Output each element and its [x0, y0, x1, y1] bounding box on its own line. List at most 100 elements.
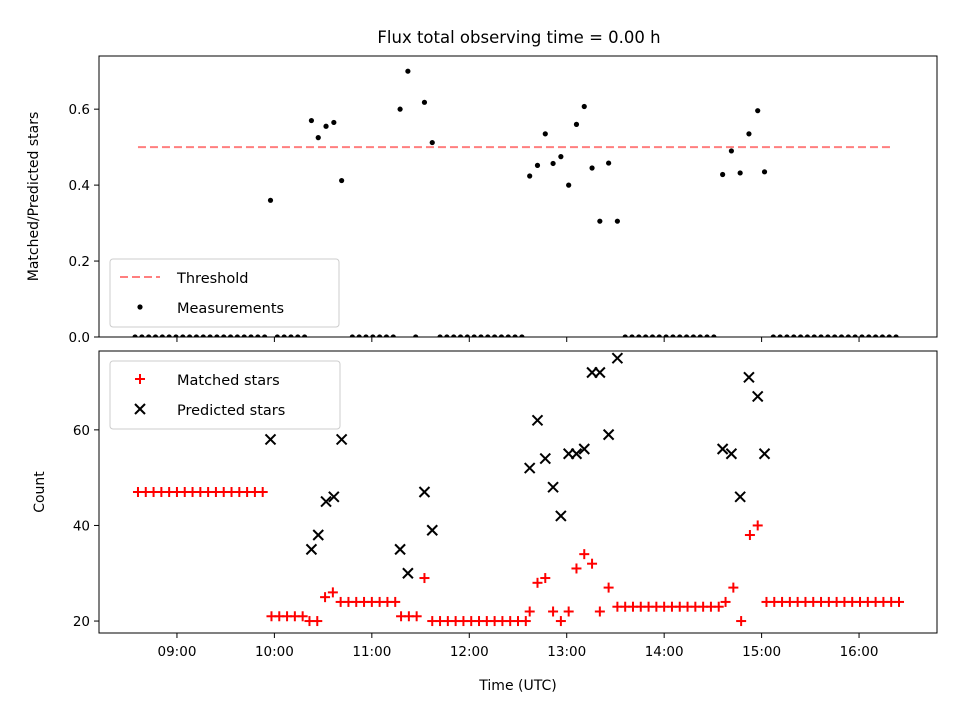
y-axis-label: Count: [32, 471, 48, 513]
predicted-star-point-b: [531, 414, 544, 427]
predicted-star-point: [725, 448, 738, 460]
predicted-star-point-b: [578, 443, 590, 455]
measurement-point: [811, 334, 817, 337]
measurement-point: [200, 334, 206, 337]
measurement-point: [139, 334, 145, 337]
measurement-point: [451, 334, 457, 337]
predicted-star-point: [264, 433, 277, 446]
measurement-point: [852, 334, 858, 337]
measurement-point: [832, 334, 838, 337]
predicted-star-point-b: [523, 462, 536, 474]
series-matched-stars: [132, 487, 904, 627]
predicted-star-point-b: [539, 452, 551, 465]
plot-area: [132, 352, 904, 627]
measurement-point: [629, 334, 635, 337]
measurement-point: [581, 103, 587, 110]
measurement-point: [606, 160, 612, 166]
legend-box: [109, 258, 340, 328]
y-tick-label: 0.6: [69, 102, 90, 118]
matched-star-point: [520, 616, 531, 627]
measurement-point: [542, 131, 548, 137]
matched-star-point: [713, 601, 724, 612]
measurement-point: [390, 334, 396, 337]
measurement-point: [308, 117, 315, 124]
y-tick-label: 0.2: [69, 254, 90, 270]
measurement-point: [704, 334, 710, 337]
predicted-star-point: [531, 414, 544, 427]
axes-frame: [98, 55, 938, 338]
predicted-star-point: [312, 529, 324, 541]
matched-star-point: [524, 606, 535, 617]
x-axis-label: Time (UTC): [478, 678, 556, 694]
measurement-point: [166, 334, 172, 337]
matched-star-point: [587, 558, 598, 569]
measurement-point: [132, 334, 138, 337]
predicted-star-point: [547, 481, 559, 493]
legend-label: Threshold: [176, 271, 248, 287]
predicted-star-point-b: [602, 428, 615, 441]
measurement-point: [663, 334, 669, 337]
measurement-point: [784, 334, 790, 337]
measurement-point: [492, 334, 498, 337]
matched-star-point: [548, 606, 559, 617]
measurement-point: [597, 218, 603, 224]
predicted-star-point: [555, 510, 567, 522]
measurement-point: [873, 334, 879, 337]
measurement-point: [622, 334, 628, 337]
predicted-star-point-b: [758, 448, 771, 460]
series-predicted-stars: [264, 352, 771, 579]
measurement-point: [248, 334, 254, 337]
predicted-star-point-b: [751, 390, 764, 403]
measurement-point: [589, 165, 595, 171]
measurement-point: [180, 334, 186, 337]
predicted-star-point: [426, 524, 438, 536]
measurement-point: [255, 334, 261, 337]
measurement-point: [331, 119, 337, 126]
legend-swatch-b: [134, 403, 146, 415]
measurement-point: [670, 334, 676, 337]
measurement-point: [234, 334, 240, 337]
matched-star-point: [571, 563, 582, 574]
y-tick-label: 20: [73, 614, 90, 630]
matched-star-point: [736, 616, 747, 627]
measurement-point: [173, 334, 179, 337]
predicted-star-point: [570, 448, 583, 460]
measurement-point: [737, 170, 743, 176]
measurement-point: [363, 334, 369, 337]
measurement-point: [791, 334, 797, 337]
measurement-point: [534, 162, 541, 168]
matched-star-point: [540, 573, 551, 584]
measurement-point: [288, 334, 294, 337]
predicted-star-point-b: [555, 510, 567, 522]
panels: 0.0 0.2 0.4 0.6 Matched/Predicted stars Thres…: [26, 55, 938, 694]
x-tick-label: 10:00: [255, 644, 294, 660]
matched-star-point: [419, 573, 430, 584]
measurement-point: [281, 334, 287, 337]
measurement-point: [377, 334, 383, 337]
matched-star-point: [297, 611, 308, 622]
legend-swatch: [137, 304, 143, 310]
predicted-star-point-b: [335, 433, 348, 446]
measurement-point: [159, 334, 165, 337]
measurement-point: [478, 334, 484, 337]
matched-star-point: [532, 577, 543, 588]
series-measurements: [132, 68, 899, 337]
predicted-star-point: [418, 486, 431, 498]
measurement-point: [339, 177, 345, 184]
measurement-point: [457, 334, 464, 337]
predicted-star-point-b: [312, 529, 324, 541]
matched-star-point: [257, 487, 268, 497]
measurement-point: [397, 106, 403, 112]
measurement-point: [845, 334, 851, 337]
measurement-point: [770, 334, 776, 337]
matched-star-point: [603, 582, 614, 593]
legend-box: [109, 360, 341, 430]
y-tick-label: 0.4: [69, 178, 90, 194]
y-tick-label: 0.0: [69, 330, 90, 346]
measurement-point: [146, 334, 152, 337]
legend: Threshold Measurements: [109, 258, 340, 328]
legend-swatch: [134, 403, 146, 415]
predicted-star-point: [758, 448, 771, 460]
legend-label: Measurements: [177, 301, 284, 317]
chart-panel-2: 09:00 10:00 11:00 12:00 13:00 14:00 15:00 16:00…: [32, 350, 938, 694]
